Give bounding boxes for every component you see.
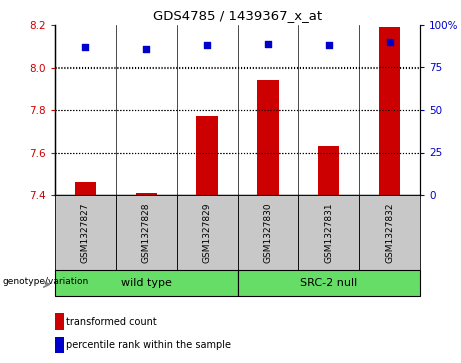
Bar (359, 195, 420, 270)
Text: wild type: wild type (121, 278, 171, 288)
Text: GSM1327832: GSM1327832 (385, 202, 394, 263)
Bar (136, 193, 157, 195)
Point (264, 41, 272, 46)
Point (325, 42, 332, 48)
Bar (55, 337, 64, 354)
Point (386, 39, 393, 45)
Text: genotype/variation: genotype/variation (3, 277, 89, 286)
Point (203, 42, 211, 48)
Text: percentile rank within the sample: percentile rank within the sample (66, 340, 231, 350)
Text: SRC-2 null: SRC-2 null (300, 278, 357, 288)
Bar (318, 146, 339, 195)
Title: GDS4785 / 1439367_x_at: GDS4785 / 1439367_x_at (153, 9, 322, 23)
Bar (298, 195, 359, 270)
Bar (257, 80, 278, 195)
Text: GSM1327828: GSM1327828 (142, 202, 151, 263)
Bar (55, 270, 237, 296)
Point (82, 44, 89, 50)
Text: GSM1327831: GSM1327831 (324, 202, 333, 263)
Bar (55, 313, 64, 330)
Point (142, 46, 150, 52)
Bar (177, 195, 237, 270)
Bar (196, 117, 218, 195)
Bar (237, 195, 298, 270)
Text: transformed count: transformed count (66, 317, 156, 327)
Bar (379, 27, 400, 195)
Bar (75, 182, 96, 195)
Bar (55, 195, 116, 270)
Bar (116, 195, 177, 270)
Text: GSM1327829: GSM1327829 (202, 202, 212, 263)
Bar (237, 270, 420, 296)
Text: GSM1327830: GSM1327830 (263, 202, 272, 263)
Text: GSM1327827: GSM1327827 (81, 202, 90, 263)
